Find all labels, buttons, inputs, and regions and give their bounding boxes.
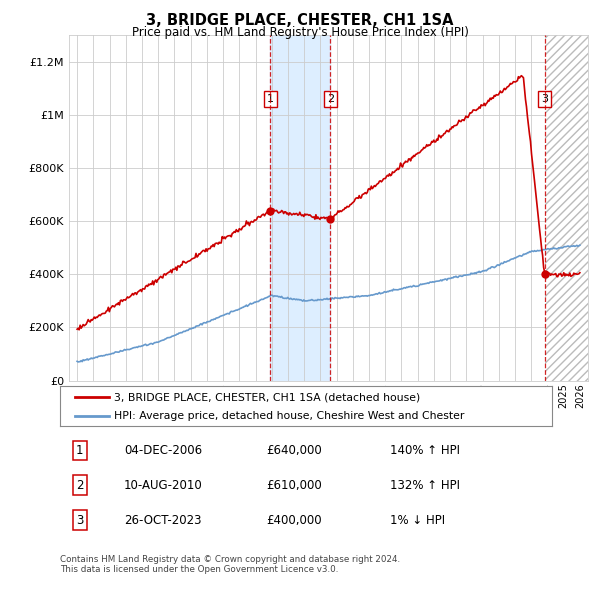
Text: £400,000: £400,000 bbox=[266, 514, 322, 527]
Text: 140% ↑ HPI: 140% ↑ HPI bbox=[389, 444, 460, 457]
Text: £610,000: £610,000 bbox=[266, 478, 322, 492]
Text: 3: 3 bbox=[76, 514, 83, 527]
Text: This data is licensed under the Open Government Licence v3.0.: This data is licensed under the Open Gov… bbox=[60, 565, 338, 574]
Text: 3: 3 bbox=[541, 94, 548, 104]
Text: 132% ↑ HPI: 132% ↑ HPI bbox=[389, 478, 460, 492]
Text: 2: 2 bbox=[76, 478, 83, 492]
Text: 10-AUG-2010: 10-AUG-2010 bbox=[124, 478, 203, 492]
Text: Contains HM Land Registry data © Crown copyright and database right 2024.: Contains HM Land Registry data © Crown c… bbox=[60, 555, 400, 563]
Bar bbox=[271, 35, 331, 381]
Bar bbox=[545, 35, 588, 381]
Text: 1% ↓ HPI: 1% ↓ HPI bbox=[389, 514, 445, 527]
Text: £640,000: £640,000 bbox=[266, 444, 322, 457]
Text: 2: 2 bbox=[327, 94, 334, 104]
Bar bbox=[545, 35, 588, 381]
Text: Price paid vs. HM Land Registry's House Price Index (HPI): Price paid vs. HM Land Registry's House … bbox=[131, 26, 469, 39]
Text: HPI: Average price, detached house, Cheshire West and Chester: HPI: Average price, detached house, Ches… bbox=[114, 411, 464, 421]
Text: 3, BRIDGE PLACE, CHESTER, CH1 1SA: 3, BRIDGE PLACE, CHESTER, CH1 1SA bbox=[146, 13, 454, 28]
Text: 1: 1 bbox=[76, 444, 83, 457]
Text: 3, BRIDGE PLACE, CHESTER, CH1 1SA (detached house): 3, BRIDGE PLACE, CHESTER, CH1 1SA (detac… bbox=[114, 392, 421, 402]
Text: 1: 1 bbox=[267, 94, 274, 104]
Text: 26-OCT-2023: 26-OCT-2023 bbox=[124, 514, 202, 527]
Text: 04-DEC-2006: 04-DEC-2006 bbox=[124, 444, 202, 457]
